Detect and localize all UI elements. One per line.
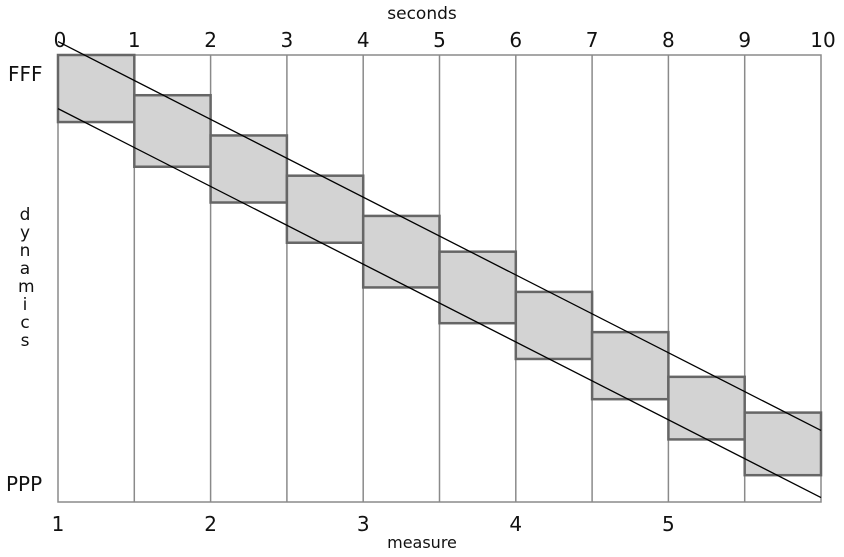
y-axis-title-letter: n	[19, 241, 31, 261]
measure-tick-label: 3	[356, 512, 370, 536]
top-axis-title: seconds	[387, 4, 457, 24]
dynamics-block	[590, 330, 670, 401]
seconds-tick-label: 3	[280, 28, 294, 52]
y-axis-title-letter: s	[20, 331, 30, 351]
measure-tick-label: 2	[204, 512, 217, 536]
y-axis-title-letter: y	[19, 223, 31, 243]
dynamics-block	[209, 134, 289, 204]
envelope-line-upper	[57, 41, 822, 432]
y-axis-title-letter: c	[20, 313, 30, 333]
measure-tick-label: 5	[662, 512, 675, 536]
y-axis-top-label: FFF	[8, 62, 43, 86]
seconds-tick-label: 0	[53, 28, 67, 52]
seconds-tick-label: 5	[433, 28, 446, 52]
y-axis-bottom-label: PPP	[6, 472, 43, 496]
seconds-tick-label: 4	[356, 28, 370, 52]
dynamics-block	[514, 290, 594, 361]
envelope-line-lower	[57, 108, 822, 499]
seconds-tick-label: 1	[127, 28, 141, 52]
dynamics-block	[743, 411, 823, 477]
y-axis-title-letter: i	[22, 295, 28, 315]
y-axis-title-letter: d	[19, 205, 31, 225]
dynamics-block	[285, 174, 365, 244]
y-axis-title-letter: m	[18, 277, 35, 297]
bottom-axis-title: measure	[387, 533, 457, 552]
y-axis-title-letter: a	[19, 259, 31, 279]
seconds-tick-label: 2	[204, 28, 217, 52]
measure-tick-label: 1	[51, 512, 65, 536]
dynamics-block	[361, 214, 441, 289]
seconds-tick-label: 6	[509, 28, 523, 52]
dynamics-block	[667, 375, 746, 441]
seconds-tick-label: 10	[810, 28, 836, 52]
seconds-tick-label: 7	[585, 28, 599, 52]
dynamics-block	[56, 53, 136, 124]
measure-tick-label: 4	[509, 512, 523, 536]
dynamics-block	[133, 93, 212, 168]
seconds-tick-label: 9	[738, 28, 752, 52]
seconds-tick-label: 8	[662, 28, 675, 52]
dynamics-block	[438, 250, 518, 325]
